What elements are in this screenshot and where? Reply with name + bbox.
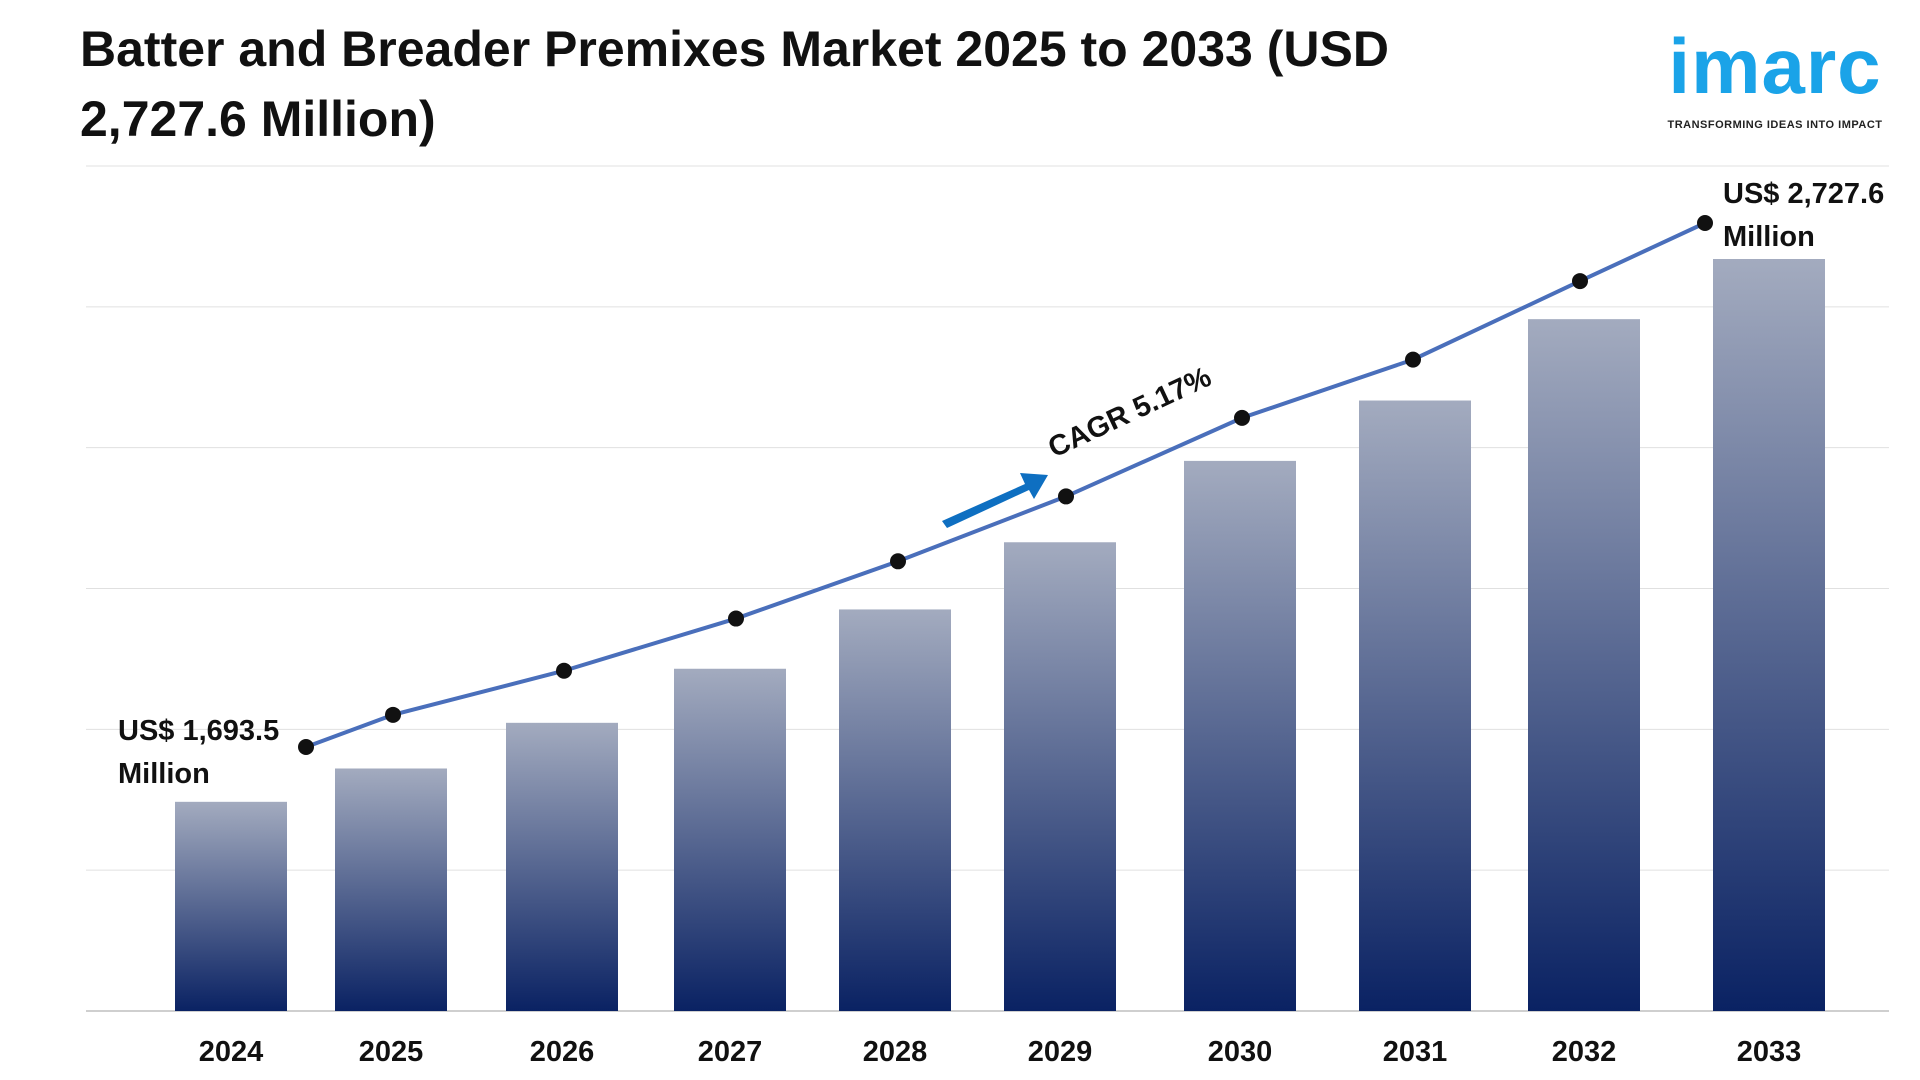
end-value-label: US$ 2,727.6: [1723, 178, 1884, 210]
x-tick-label: 2031: [1383, 1036, 1448, 1068]
logo-word: imarc: [1668, 22, 1882, 110]
bar-2032: [1528, 319, 1640, 1012]
trend-point-2030: [1234, 409, 1250, 426]
x-tick-label: 2027: [698, 1036, 763, 1068]
trend-point-2027: [728, 610, 744, 627]
chart-title: Batter and Breader Premixes Market 2025 …: [80, 21, 1389, 147]
x-tick-label: 2028: [863, 1036, 928, 1068]
logo-tagline: TRANSFORMING IDEAS INTO IMPACT: [1667, 119, 1883, 131]
x-tick-label: 2032: [1552, 1036, 1617, 1068]
trend-point-2032: [1572, 273, 1588, 290]
trend-point-2026: [556, 662, 572, 679]
cagr-label: CAGR 5.17%: [1043, 361, 1216, 464]
trend-point-2024: [298, 739, 314, 755]
x-tick-label: 2029: [1028, 1036, 1093, 1068]
cagr-arrow-icon: [942, 473, 1048, 528]
x-tick-label: 2025: [359, 1036, 424, 1068]
trend-point-2025: [385, 706, 401, 723]
x-tick-label: 2030: [1208, 1036, 1273, 1068]
trend-point-2029: [1058, 488, 1074, 505]
bar-2031: [1359, 400, 1471, 1011]
bar-2026: [506, 722, 618, 1011]
bar-2025: [335, 768, 447, 1011]
bar-2033: [1713, 259, 1825, 1011]
x-tick-label: 2024: [199, 1036, 264, 1068]
x-tick-label: 2033: [1737, 1036, 1802, 1068]
bar-2028: [839, 609, 951, 1011]
bar-2027: [674, 668, 786, 1011]
trend-line: [305, 221, 1706, 749]
end-value-unit: Million: [1723, 221, 1815, 253]
start-value-label: US$ 1,693.5: [118, 715, 279, 747]
trend-point-2031: [1405, 351, 1421, 368]
x-tick-label: 2026: [530, 1036, 595, 1068]
bar-2024: [175, 801, 287, 1011]
start-value-unit: Million: [118, 758, 210, 790]
bar-2029: [1004, 542, 1116, 1011]
bar-2030: [1184, 460, 1296, 1011]
imarc-logo: imarc TRANSFORMING IDEAS INTO IMPACT: [1640, 18, 1910, 132]
trend-point-2028: [890, 553, 906, 570]
trend-point-2033: [1697, 215, 1713, 231]
